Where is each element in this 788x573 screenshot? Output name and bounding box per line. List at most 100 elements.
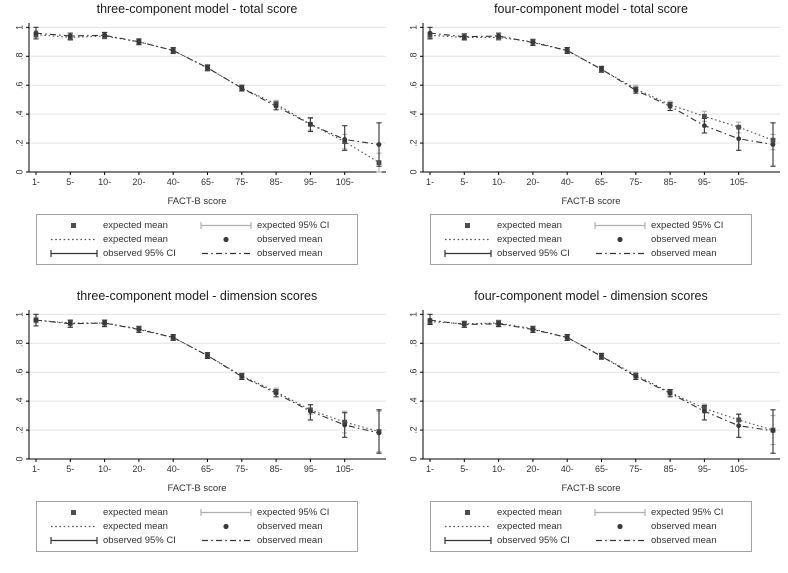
svg-text:.6: .6	[14, 81, 24, 89]
svg-text:1: 1	[14, 312, 24, 317]
svg-text:.2: .2	[408, 139, 418, 147]
legend-label: observed mean	[257, 234, 323, 245]
chart-title: four-component model - dimension scores	[474, 289, 708, 303]
svg-text:5-: 5-	[460, 464, 468, 474]
svg-text:20-: 20-	[526, 177, 539, 187]
chart-canvas-four-component-dimension: 0 .2 .4 .6 .8 1 1- 5- 10- 20- 40- 65- 75- 85- 95- 105-	[408, 310, 780, 474]
svg-text:1-: 1-	[32, 177, 40, 187]
legend-label: expected 95% CI	[257, 220, 330, 231]
svg-text:0: 0	[14, 456, 24, 461]
svg-text:85-: 85-	[664, 177, 677, 187]
svg-text:.8: .8	[408, 53, 418, 61]
svg-text:0: 0	[14, 169, 24, 174]
circle-marker-icon	[589, 521, 651, 532]
legend-label: observed mean	[257, 248, 323, 259]
chart-panel-four-component-dimension: four-component model - dimension scores …	[394, 287, 788, 573]
svg-text:.4: .4	[408, 397, 418, 405]
svg-text:105-: 105-	[730, 464, 748, 474]
svg-text:.2: .2	[408, 426, 418, 434]
legend-label: observed mean	[651, 248, 717, 259]
svg-text:20-: 20-	[132, 177, 145, 187]
svg-text:85-: 85-	[270, 177, 283, 187]
chart-canvas-three-component-total: 0 .2 .4 .6 .8 1 1- 5- 10- 20- 40- 65- 75- 85- 95- 105-	[14, 23, 386, 187]
legend-label: expected mean	[103, 234, 168, 245]
svg-text:.4: .4	[14, 110, 24, 118]
svg-text:95-: 95-	[304, 177, 317, 187]
circle-marker-icon	[195, 521, 257, 532]
svg-text:75-: 75-	[235, 177, 248, 187]
svg-text:75-: 75-	[629, 177, 642, 187]
svg-text:0: 0	[408, 169, 418, 174]
legend-label: expected mean	[103, 521, 168, 532]
legend-label: observed mean	[257, 521, 323, 532]
svg-text:0: 0	[408, 456, 418, 461]
legend: expected mean expected 95% CI expected mea…	[430, 501, 752, 552]
svg-text:75-: 75-	[235, 464, 248, 474]
chart-title: four-component model - total score	[494, 2, 688, 16]
svg-text:85-: 85-	[270, 464, 283, 474]
chart-panel-four-component-total: four-component model - total score 0 .2 .4…	[394, 0, 788, 287]
dashdot-line-icon	[589, 535, 651, 546]
x-axis-label: FACT-B score	[561, 196, 621, 207]
svg-text:5-: 5-	[66, 177, 74, 187]
circle-marker-icon	[195, 234, 257, 245]
chart-panel-three-component-total: three-component model - total score 0 .2.…	[0, 0, 394, 287]
legend-label: observed 95% CI	[497, 535, 570, 546]
legend-label: expected mean	[497, 220, 562, 231]
legend-label: expected mean	[497, 507, 562, 518]
svg-text:.8: .8	[14, 340, 24, 348]
legend-label: expected 95% CI	[651, 220, 724, 231]
circle-marker-icon	[589, 234, 651, 245]
chart-canvas-four-component-total: 0 .2 .4 .6 .8 1 1- 5- 10- 20- 40- 65- 75- 85- 95- 105-	[408, 23, 780, 187]
square-marker-icon	[45, 220, 103, 231]
legend-label: expected mean	[497, 234, 562, 245]
svg-text:85-: 85-	[664, 464, 677, 474]
dashdot-line-icon	[195, 535, 257, 546]
x-axis-label: FACT-B score	[167, 483, 227, 494]
square-marker-icon	[439, 220, 497, 231]
svg-text:10-: 10-	[492, 464, 505, 474]
light-capped-line-icon	[195, 220, 257, 231]
dotted-line-icon	[439, 521, 497, 532]
svg-text:65-: 65-	[201, 464, 214, 474]
legend-label: expected mean	[103, 220, 168, 231]
svg-text:65-: 65-	[595, 464, 608, 474]
dark-capped-line-icon	[45, 535, 103, 546]
dotted-line-icon	[439, 234, 497, 245]
legend-label: observed mean	[651, 535, 717, 546]
legend-label: expected 95% CI	[651, 507, 724, 518]
legend-label: observed 95% CI	[497, 248, 570, 259]
dark-capped-line-icon	[439, 248, 497, 259]
svg-text:65-: 65-	[201, 177, 214, 187]
svg-text:1: 1	[408, 25, 418, 30]
svg-text:.2: .2	[14, 139, 24, 147]
svg-text:40-: 40-	[561, 177, 574, 187]
svg-text:10-: 10-	[98, 464, 111, 474]
x-axis-label: FACT-B score	[561, 483, 621, 494]
legend-label: observed mean	[651, 521, 717, 532]
svg-text:95-: 95-	[698, 464, 711, 474]
dotted-line-icon	[45, 234, 103, 245]
svg-text:40-: 40-	[167, 177, 180, 187]
legend-label: observed 95% CI	[103, 535, 176, 546]
svg-text:.4: .4	[408, 110, 418, 118]
x-axis-label: FACT-B score	[167, 196, 227, 207]
legend: expected mean expected 95% CI expected mea…	[36, 501, 358, 552]
svg-text:.4: .4	[14, 397, 24, 405]
dashdot-line-icon	[589, 248, 651, 259]
light-capped-line-icon	[589, 220, 651, 231]
legend-label: observed mean	[257, 535, 323, 546]
dotted-line-icon	[45, 521, 103, 532]
dark-capped-line-icon	[45, 248, 103, 259]
legend-label: expected mean	[497, 521, 562, 532]
square-marker-icon	[45, 507, 103, 518]
svg-text:40-: 40-	[561, 464, 574, 474]
svg-text:105-: 105-	[336, 464, 354, 474]
svg-text:10-: 10-	[98, 177, 111, 187]
svg-text:95-: 95-	[304, 464, 317, 474]
light-capped-line-icon	[195, 507, 257, 518]
legend: expected mean expected 95% CI expected mea…	[430, 214, 752, 265]
svg-text:1-: 1-	[426, 177, 434, 187]
svg-text:10-: 10-	[492, 177, 505, 187]
